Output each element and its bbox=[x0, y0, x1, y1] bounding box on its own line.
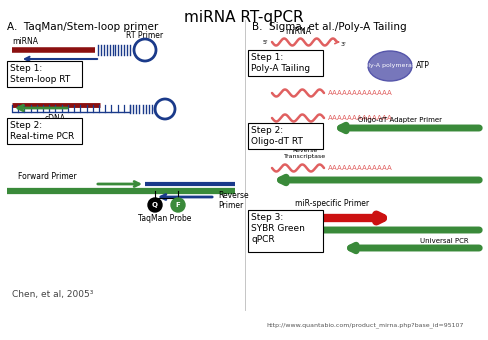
Circle shape bbox=[148, 198, 162, 212]
Text: 5': 5' bbox=[262, 39, 267, 45]
FancyBboxPatch shape bbox=[247, 210, 323, 252]
Text: miR-specific Primer: miR-specific Primer bbox=[294, 199, 368, 208]
Text: Universal PCR
 .Primer: Universal PCR .Primer bbox=[419, 238, 468, 251]
Ellipse shape bbox=[296, 126, 323, 146]
FancyBboxPatch shape bbox=[7, 61, 82, 87]
Text: TaqMan Probe: TaqMan Probe bbox=[138, 214, 191, 223]
Text: Step 2:
Oligo-dT RT: Step 2: Oligo-dT RT bbox=[250, 126, 302, 146]
Text: Poly-A polymerase: Poly-A polymerase bbox=[360, 64, 418, 68]
Text: ATP: ATP bbox=[415, 62, 429, 70]
Text: Step 3:
SYBR Green
qPCR: Step 3: SYBR Green qPCR bbox=[250, 213, 304, 244]
Text: miRNA: miRNA bbox=[285, 27, 310, 36]
Text: RT Primer: RT Primer bbox=[126, 31, 163, 40]
Text: AAAAAAAAAAAAA: AAAAAAAAAAAAA bbox=[327, 165, 392, 171]
Text: B.  Sigma, et al./Poly-A Tailing: B. Sigma, et al./Poly-A Tailing bbox=[251, 22, 406, 32]
Text: Reverse
Transcriptase: Reverse Transcriptase bbox=[284, 148, 325, 159]
Text: Step 2:
Real-time PCR: Step 2: Real-time PCR bbox=[10, 121, 74, 141]
Text: 3': 3' bbox=[340, 41, 346, 47]
Text: miRNA RT-qPCR: miRNA RT-qPCR bbox=[184, 10, 303, 25]
FancyBboxPatch shape bbox=[247, 123, 323, 149]
Text: Step 1:
Poly-A Tailing: Step 1: Poly-A Tailing bbox=[250, 53, 309, 73]
Circle shape bbox=[171, 198, 184, 212]
Text: A.  TaqMan/Stem-loop primer: A. TaqMan/Stem-loop primer bbox=[7, 22, 158, 32]
FancyBboxPatch shape bbox=[247, 50, 323, 76]
Text: Forward Primer: Forward Primer bbox=[18, 172, 77, 181]
Text: F: F bbox=[175, 202, 180, 208]
Text: Chen, et al, 2005³: Chen, et al, 2005³ bbox=[12, 290, 93, 299]
Text: AAAAAAAAAAAAA: AAAAAAAAAAAAA bbox=[327, 115, 392, 121]
Text: Oligo-dT Adapter Primer: Oligo-dT Adapter Primer bbox=[357, 117, 441, 123]
Text: dNTPs: dNTPs bbox=[300, 134, 319, 138]
FancyBboxPatch shape bbox=[7, 118, 82, 144]
Text: Q: Q bbox=[152, 202, 158, 208]
Text: AAAAAAAAAAAAA: AAAAAAAAAAAAA bbox=[327, 90, 392, 96]
Text: Reverse
Primer: Reverse Primer bbox=[218, 191, 248, 210]
Text: Step 1:
Stem-loop RT: Step 1: Stem-loop RT bbox=[10, 64, 70, 84]
Text: http://www.quantabio.com/product_mirna.php?base_id=95107: http://www.quantabio.com/product_mirna.p… bbox=[266, 322, 463, 328]
Text: cDNA: cDNA bbox=[45, 114, 66, 123]
Ellipse shape bbox=[367, 51, 411, 81]
Text: miRNA: miRNA bbox=[12, 37, 38, 46]
